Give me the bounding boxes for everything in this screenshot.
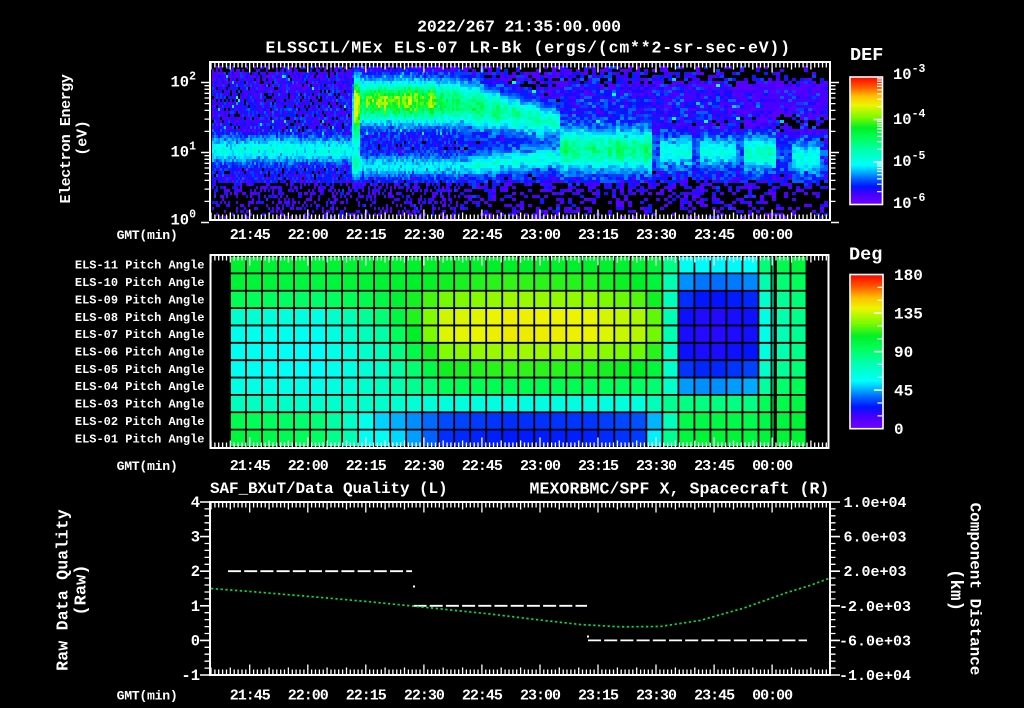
svg-text:23:00: 23:00	[520, 458, 561, 475]
svg-text:ELS-06 Pitch Angle: ELS-06 Pitch Angle	[75, 346, 205, 360]
svg-text:22:00: 22:00	[288, 688, 329, 705]
svg-text:23:15: 23:15	[578, 458, 619, 475]
svg-text:(Raw): (Raw)	[73, 564, 92, 615]
svg-text:Raw Data Quality: Raw Data Quality	[54, 509, 73, 671]
svg-text:2.0e+03: 2.0e+03	[844, 564, 907, 581]
svg-text:1.0e+04: 1.0e+04	[844, 495, 907, 512]
svg-text:3: 3	[191, 529, 200, 547]
svg-text:22:45: 22:45	[462, 458, 503, 475]
svg-text:ELS-11 Pitch Angle: ELS-11 Pitch Angle	[75, 259, 205, 273]
svg-text:23:00: 23:00	[520, 227, 561, 244]
svg-text:2022/267 21:35:00.000: 2022/267 21:35:00.000	[417, 18, 621, 37]
svg-text:23:30: 23:30	[636, 458, 677, 475]
svg-text:ELS-02 Pitch Angle: ELS-02 Pitch Angle	[75, 415, 205, 429]
svg-text:180: 180	[894, 267, 923, 285]
svg-text:ELS-09 Pitch Angle: ELS-09 Pitch Angle	[75, 293, 205, 307]
svg-text:6.0e+03: 6.0e+03	[844, 530, 907, 547]
svg-text:00:00: 00:00	[752, 688, 793, 705]
svg-text:23:00: 23:00	[520, 688, 561, 705]
svg-text:00:00: 00:00	[752, 227, 793, 244]
svg-text:ELS-08 Pitch Angle: ELS-08 Pitch Angle	[75, 311, 205, 325]
svg-text:-6.0e+03: -6.0e+03	[839, 633, 911, 650]
svg-text:-1: -1	[181, 667, 200, 685]
svg-text:0: 0	[894, 421, 904, 439]
svg-text:22:15: 22:15	[346, 688, 387, 705]
svg-text:4: 4	[191, 494, 200, 512]
svg-text:(km): (km)	[945, 569, 965, 611]
svg-text:23:45: 23:45	[694, 458, 735, 475]
svg-text:MEXORBMC/SPF X, Spacecraft (R): MEXORBMC/SPF X, Spacecraft (R)	[530, 480, 830, 499]
svg-text:1: 1	[191, 598, 200, 616]
svg-text:23:45: 23:45	[694, 227, 735, 244]
svg-text:-1.0e+04: -1.0e+04	[839, 668, 911, 685]
svg-text:Component Distance: Component Distance	[966, 503, 984, 676]
svg-text:2: 2	[191, 563, 200, 581]
svg-text:22:45: 22:45	[462, 688, 503, 705]
svg-text:90: 90	[894, 344, 913, 362]
svg-text:22:30: 22:30	[404, 688, 445, 705]
svg-text:22:30: 22:30	[404, 227, 445, 244]
svg-text:-2.0e+03: -2.0e+03	[839, 599, 911, 616]
svg-text:ELSSCIL/MEx ELS-07 LR-Bk (erg: ELSSCIL/MEx ELS-07 LR-Bk (ergs/(cm**2-sr…	[266, 39, 791, 58]
svg-text:00:00: 00:00	[752, 458, 793, 475]
svg-text:23:45: 23:45	[694, 688, 735, 705]
svg-text:22:15: 22:15	[346, 227, 387, 244]
svg-text:22:30: 22:30	[404, 458, 445, 475]
svg-text:135: 135	[894, 306, 923, 324]
svg-text:23:15: 23:15	[578, 688, 619, 705]
svg-text:21:45: 21:45	[230, 227, 271, 244]
svg-text:GMT(min): GMT(min)	[117, 459, 178, 474]
svg-text:ELS-01 Pitch Angle: ELS-01 Pitch Angle	[75, 432, 205, 446]
svg-text:Electron Energy: Electron Energy	[58, 74, 75, 203]
svg-text:DEF: DEF	[850, 45, 883, 66]
svg-text:0: 0	[191, 632, 200, 650]
svg-text:22:15: 22:15	[346, 458, 387, 475]
svg-text:ELS-10 Pitch Angle: ELS-10 Pitch Angle	[75, 276, 205, 290]
svg-text:45: 45	[894, 383, 913, 401]
svg-text:22:00: 22:00	[288, 227, 329, 244]
svg-text:22:00: 22:00	[288, 458, 329, 475]
svg-text:23:30: 23:30	[636, 227, 677, 244]
svg-text:21:45: 21:45	[230, 688, 271, 705]
svg-text:23:15: 23:15	[578, 227, 619, 244]
svg-text:Deg: Deg	[849, 245, 882, 266]
svg-text:23:30: 23:30	[636, 688, 677, 705]
svg-text:GMT(min): GMT(min)	[117, 228, 178, 243]
svg-text:SAF_BXuT/Data Quality (L): SAF_BXuT/Data Quality (L)	[210, 480, 448, 498]
svg-text:ELS-04 Pitch Angle: ELS-04 Pitch Angle	[75, 380, 205, 394]
svg-text:ELS-03 Pitch Angle: ELS-03 Pitch Angle	[75, 398, 205, 412]
svg-text:22:45: 22:45	[462, 227, 503, 244]
svg-text:ELS-05 Pitch Angle: ELS-05 Pitch Angle	[75, 363, 205, 377]
svg-text:GMT(min): GMT(min)	[117, 689, 178, 704]
svg-text:(eV): (eV)	[75, 120, 92, 155]
svg-text:ELS-07 Pitch Angle: ELS-07 Pitch Angle	[75, 328, 205, 342]
svg-text:21:45: 21:45	[230, 458, 271, 475]
